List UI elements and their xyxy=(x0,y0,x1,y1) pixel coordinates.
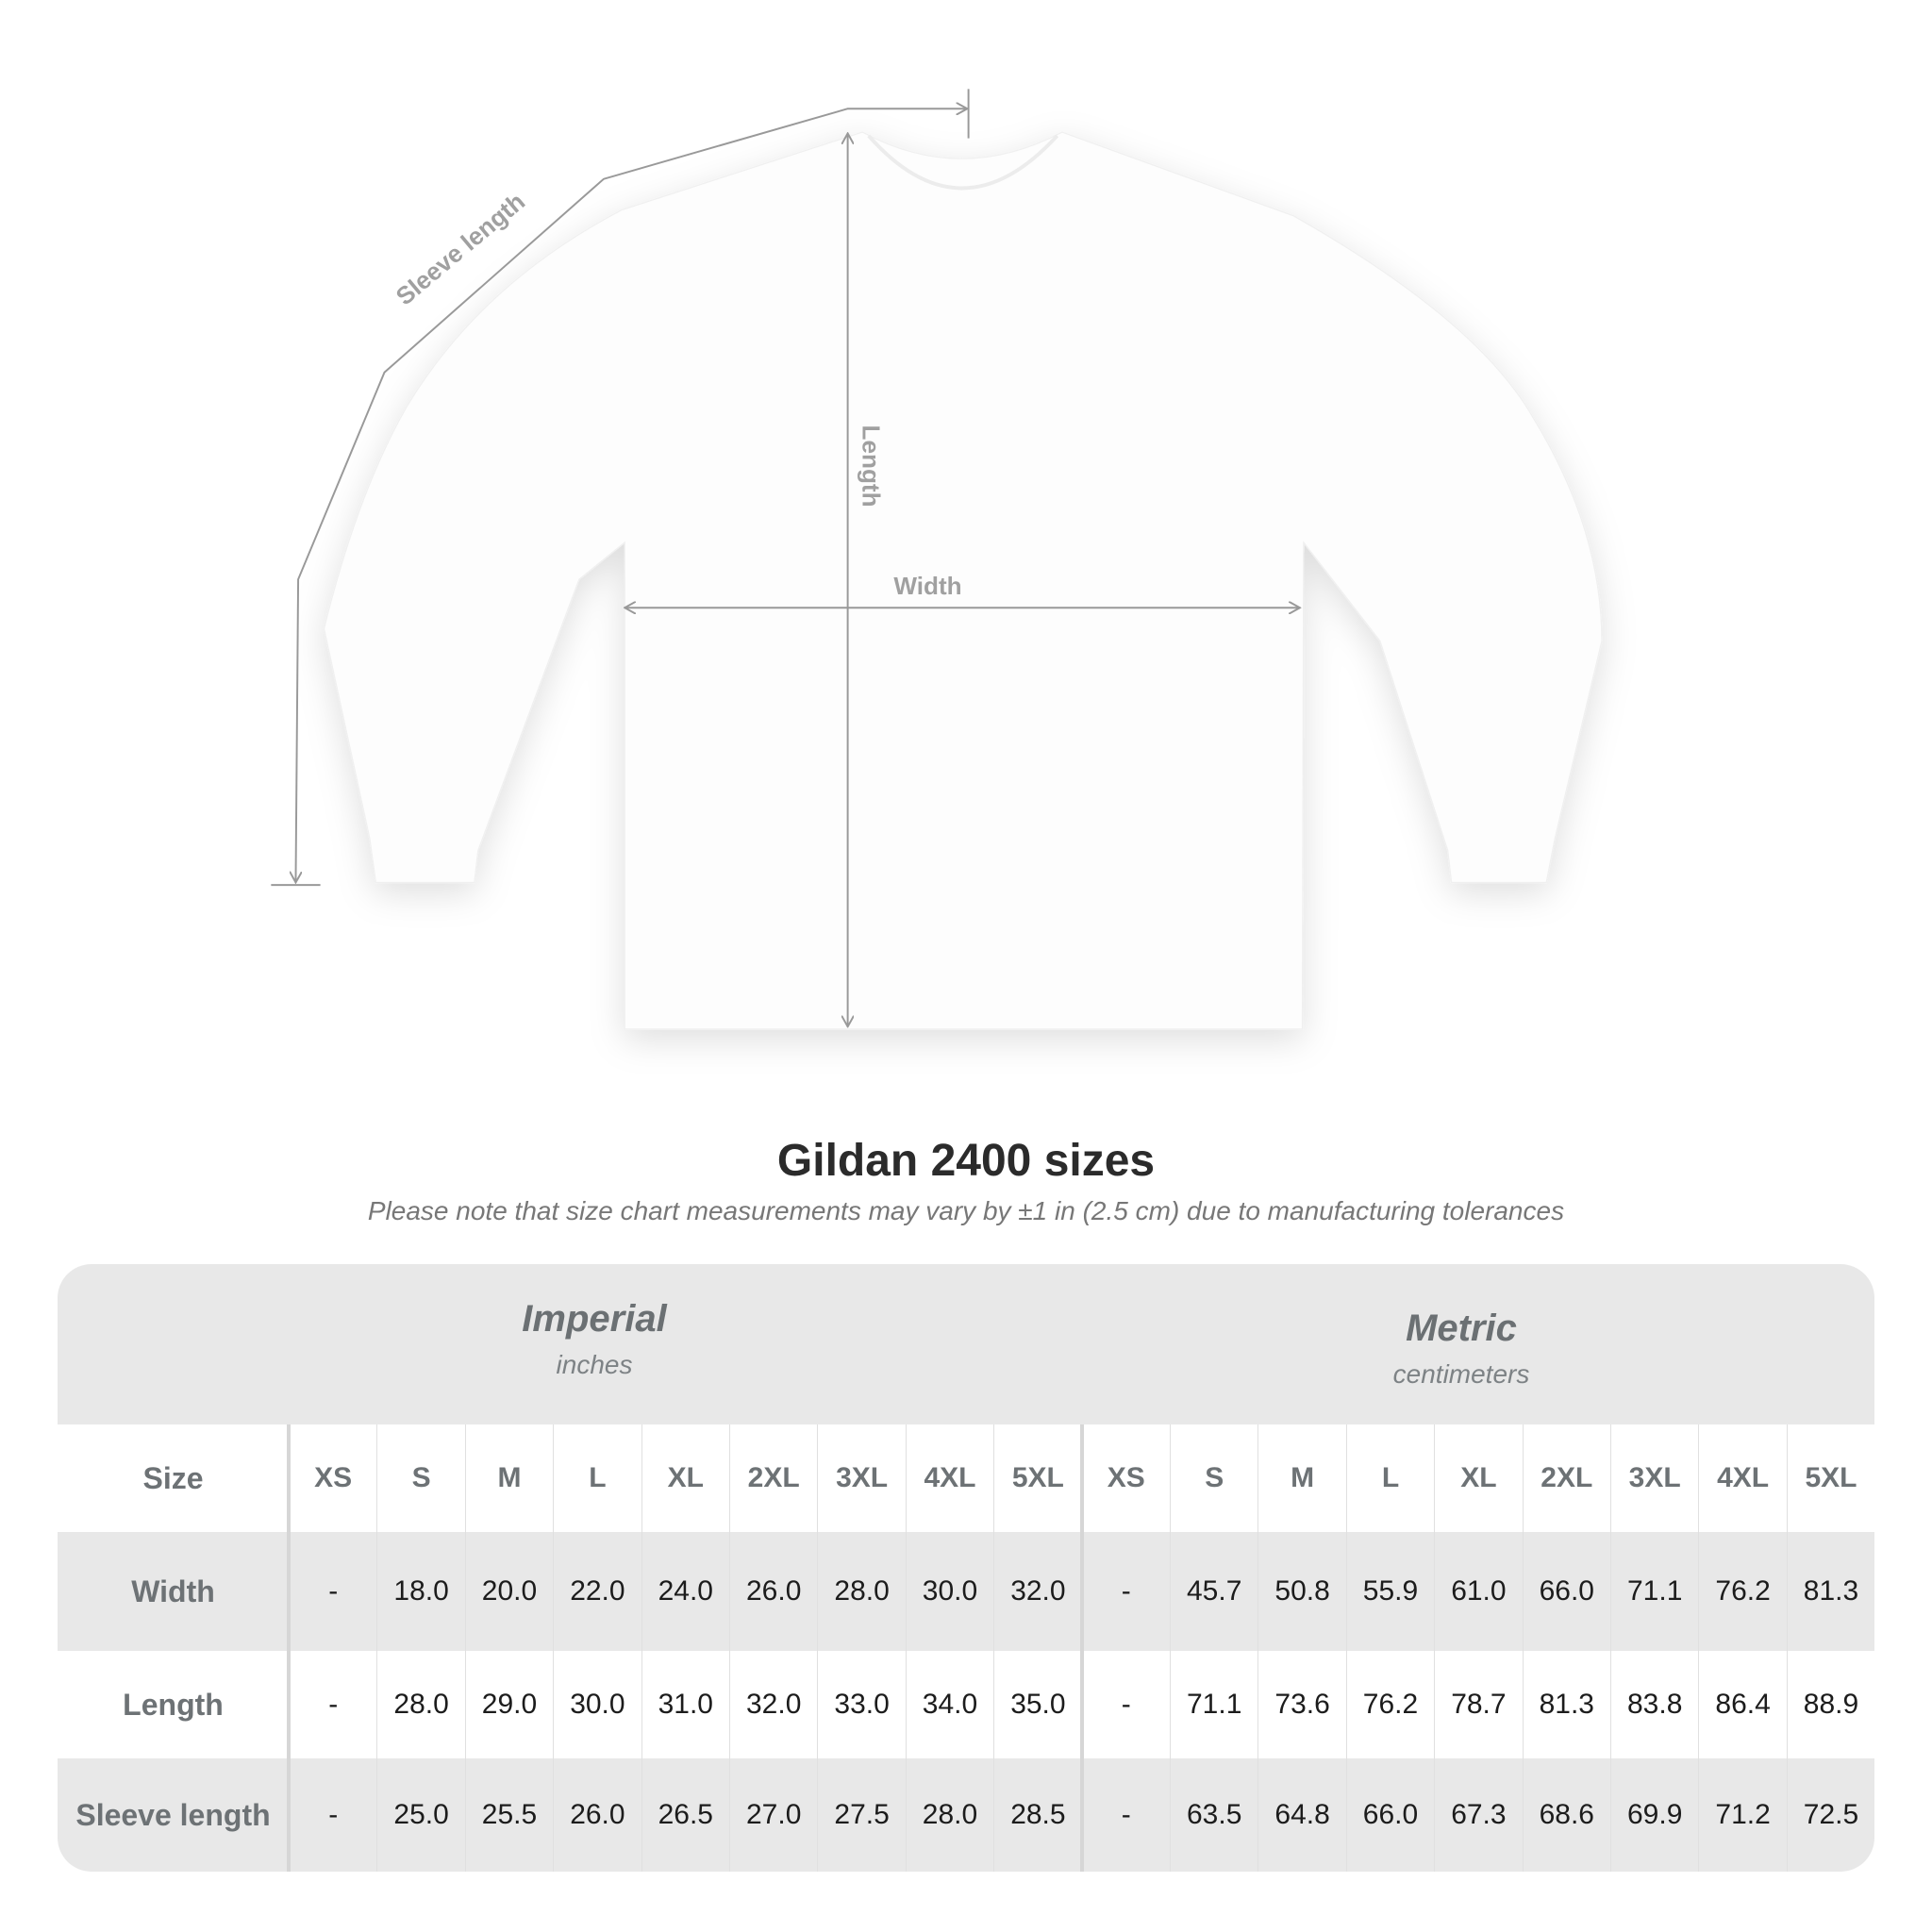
value-cell: 26.0 xyxy=(553,1758,641,1872)
size-header-cell: S xyxy=(1170,1424,1257,1532)
size-header-cell: XL xyxy=(1434,1424,1522,1532)
size-header-cell: 5XL xyxy=(1786,1424,1874,1532)
value-cell: 76.2 xyxy=(1345,1651,1434,1758)
value-cell: 55.9 xyxy=(1345,1532,1434,1651)
value-cell: 71.1 xyxy=(1610,1532,1698,1651)
value-cell: - xyxy=(289,1758,376,1872)
value-cell: 81.3 xyxy=(1786,1532,1874,1651)
value-cell: 83.8 xyxy=(1610,1651,1698,1758)
value-cell: - xyxy=(289,1532,376,1651)
size-header-cell: XS xyxy=(289,1424,376,1532)
metric-header: Metric centimeters xyxy=(1178,1307,1744,1390)
value-cell: 34.0 xyxy=(905,1651,993,1758)
size-header-cell: 3XL xyxy=(817,1424,905,1532)
value-cell: 78.7 xyxy=(1434,1651,1522,1758)
value-cell: - xyxy=(289,1651,376,1758)
imperial-title: Imperial xyxy=(522,1298,667,1340)
tolerance-note: Please note that size chart measurements… xyxy=(367,1196,1565,1225)
value-cell: 45.7 xyxy=(1170,1532,1257,1651)
size-header-cell: 4XL xyxy=(1698,1424,1786,1532)
size-table: Imperial inches Metric centimeters Size X… xyxy=(58,1264,1874,1872)
size-header-cell: 4XL xyxy=(905,1424,993,1532)
value-cell: - xyxy=(1081,1532,1170,1651)
value-cell: 33.0 xyxy=(817,1651,905,1758)
value-cell: 27.0 xyxy=(729,1758,817,1872)
size-header-cell: XL xyxy=(641,1424,729,1532)
size-header-cell: XS xyxy=(1081,1424,1170,1532)
value-cell: 26.5 xyxy=(641,1758,729,1872)
value-cell: 28.0 xyxy=(905,1758,993,1872)
size-header-cell: S xyxy=(376,1424,464,1532)
value-cell: 64.8 xyxy=(1257,1758,1345,1872)
row-label: Sleeve length xyxy=(75,1797,271,1832)
value-cell: 50.8 xyxy=(1257,1532,1345,1651)
value-cell: 88.9 xyxy=(1786,1651,1874,1758)
width-label: Width xyxy=(893,572,961,600)
value-cell: 68.6 xyxy=(1522,1758,1610,1872)
size-header-cell: L xyxy=(553,1424,641,1532)
value-cell: 81.3 xyxy=(1522,1651,1610,1758)
value-cell: 30.0 xyxy=(905,1532,993,1651)
value-cell: 28.0 xyxy=(817,1532,905,1651)
size-header-cell: 2XL xyxy=(729,1424,817,1532)
imperial-header: Imperial inches xyxy=(311,1298,877,1380)
table-row: Sleeve length -25.0 25.5 26.0 26.5 27.0 27.5 28… xyxy=(58,1758,1874,1872)
size-row-label: Size xyxy=(142,1460,204,1495)
column-divider xyxy=(287,1424,291,1872)
value-cell: 76.2 xyxy=(1698,1532,1786,1651)
metric-title: Metric xyxy=(1406,1307,1517,1349)
value-cell: 31.0 xyxy=(641,1651,729,1758)
size-header-cell: 2XL xyxy=(1522,1424,1610,1532)
value-cell: 71.1 xyxy=(1170,1651,1257,1758)
value-cell: 29.0 xyxy=(464,1651,553,1758)
size-header-cell: M xyxy=(464,1424,553,1532)
imperial-unit: inches xyxy=(556,1350,633,1379)
shirt-diagram: Sleeve length Length Width xyxy=(271,89,1603,1030)
value-cell: 66.0 xyxy=(1345,1758,1434,1872)
value-cell: 25.0 xyxy=(376,1758,464,1872)
table-row: Width -18.0 20.0 22.0 24.0 26.0 28.0 30.0 32.0-4… xyxy=(58,1532,1874,1651)
size-header-cell: 5XL xyxy=(993,1424,1081,1532)
value-cell: 35.0 xyxy=(993,1651,1081,1758)
length-label: Length xyxy=(857,425,885,508)
value-cell: 28.0 xyxy=(376,1651,464,1758)
size-header-cell: 3XL xyxy=(1610,1424,1698,1532)
table-row: Length -28.0 29.0 30.0 31.0 32.0 33.0 34.0 35.0-… xyxy=(58,1651,1874,1758)
size-header-cell: M xyxy=(1257,1424,1345,1532)
shirt-shape xyxy=(323,131,1603,1030)
size-header-row: Size XS XS S S M M L L XL XL 2XL 2XL 3XL 3XL 4XL 4XL 5XL 5… xyxy=(58,1424,1874,1532)
sleeve-measure-line xyxy=(271,89,970,887)
value-cell: 71.2 xyxy=(1698,1758,1786,1872)
value-cell: 27.5 xyxy=(817,1758,905,1872)
row-label: Length xyxy=(123,1687,224,1722)
value-cell: 63.5 xyxy=(1170,1758,1257,1872)
value-cell: 20.0 xyxy=(464,1532,553,1651)
value-cell: 18.0 xyxy=(376,1532,464,1651)
value-cell: - xyxy=(1081,1758,1170,1872)
value-cell: - xyxy=(1081,1651,1170,1758)
page-title: Gildan 2400 sizes xyxy=(776,1136,1156,1186)
value-cell: 66.0 xyxy=(1522,1532,1610,1651)
value-cell: 32.0 xyxy=(729,1651,817,1758)
value-cell: 28.5 xyxy=(993,1758,1081,1872)
value-cell: 67.3 xyxy=(1434,1758,1522,1872)
value-cell: 73.6 xyxy=(1257,1651,1345,1758)
value-cell: 30.0 xyxy=(553,1651,641,1758)
size-header-cell: L xyxy=(1345,1424,1434,1532)
column-divider xyxy=(1079,1424,1084,1872)
value-cell: 72.5 xyxy=(1786,1758,1874,1872)
metric-unit: centimeters xyxy=(1392,1359,1530,1389)
value-cell: 24.0 xyxy=(641,1532,729,1651)
value-cell: 26.0 xyxy=(729,1532,817,1651)
value-cell: 69.9 xyxy=(1610,1758,1698,1872)
value-cell: 61.0 xyxy=(1434,1532,1522,1651)
unit-header-band xyxy=(58,1264,1874,1424)
value-cell: 86.4 xyxy=(1698,1651,1786,1758)
row-label: Width xyxy=(131,1574,215,1608)
value-cell: 32.0 xyxy=(993,1532,1081,1651)
value-cell: 25.5 xyxy=(464,1758,553,1872)
value-cell: 22.0 xyxy=(553,1532,641,1651)
